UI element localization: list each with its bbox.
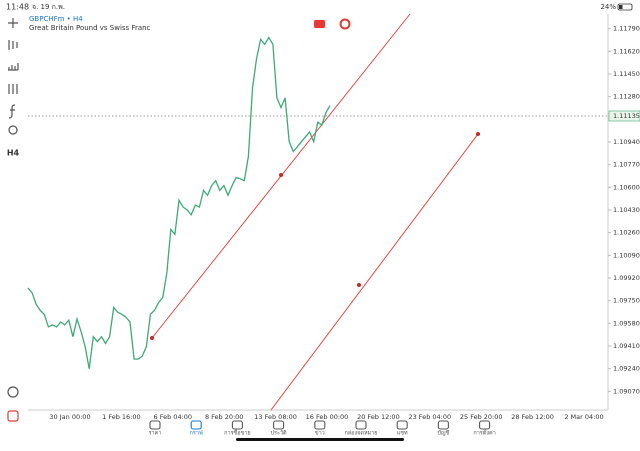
- objects-tool[interactable]: [8, 84, 18, 94]
- x-tick-label: 2 Mar 04:00: [564, 413, 603, 421]
- nav-icon[interactable]: [190, 420, 202, 430]
- nav-label[interactable]: ประวัติ: [271, 430, 287, 437]
- trade-tool[interactable]: [7, 410, 19, 422]
- y-tick-label: 1.09580: [613, 319, 640, 327]
- x-tick-label: 23 Feb 04:00: [408, 413, 451, 421]
- nav-label[interactable]: กล่องจดหมาย: [344, 431, 377, 437]
- x-tick-label: 30 Jan 00:00: [49, 413, 90, 421]
- price-label-box: [608, 110, 640, 122]
- nav-icon[interactable]: [314, 420, 326, 430]
- y-tick-label: 1.09920: [613, 274, 640, 282]
- nav-label[interactable]: การซื้อขาย: [224, 429, 250, 437]
- left-toolbar: [7, 18, 19, 422]
- y-tick-label: 1.10600: [613, 183, 640, 191]
- y-tick-label: 1.11790: [613, 25, 640, 33]
- trend-handle[interactable]: [357, 283, 361, 287]
- battery-level: [619, 5, 623, 9]
- nav-label[interactable]: กราฟ: [190, 430, 203, 437]
- nav-label[interactable]: ราคา: [149, 431, 162, 437]
- x-tick-label: 1 Feb 16:00: [102, 413, 141, 421]
- timeframe-button[interactable]: H4: [7, 149, 20, 158]
- y-tick-label: 1.10260: [613, 229, 640, 237]
- y-tick-label: 1.10940: [613, 138, 640, 146]
- flag-chf[interactable]: [339, 18, 351, 30]
- nav-label[interactable]: ข่าว: [315, 431, 325, 437]
- x-tick-label: 8 Feb 20:00: [205, 413, 244, 421]
- trend-handle[interactable]: [476, 132, 480, 136]
- nav-icon[interactable]: [479, 420, 491, 430]
- nav-label[interactable]: แชท: [397, 430, 408, 437]
- templates-tool[interactable]: [8, 125, 18, 135]
- nav-icon[interactable]: [231, 420, 243, 430]
- nav-icon[interactable]: [396, 420, 408, 430]
- y-tick-label: 1.10770: [613, 161, 640, 169]
- price-line-series: [27, 36, 331, 369]
- y-tick-label: 1.09240: [613, 365, 640, 373]
- trend-handle[interactable]: [279, 173, 283, 177]
- x-tick-label: 20 Feb 12:00: [357, 413, 400, 421]
- zoom-tool[interactable]: [7, 386, 19, 398]
- y-tick-label: 1.11280: [613, 93, 640, 101]
- status-battery: 24%: [600, 3, 616, 11]
- y-tick-label: 1.11620: [613, 47, 640, 55]
- nav-icon[interactable]: [273, 420, 285, 430]
- y-tick-label: 1.10090: [613, 251, 640, 259]
- nav-icon[interactable]: [149, 420, 161, 430]
- x-tick-label: 25 Feb 20:00: [460, 413, 503, 421]
- crosshair-tool[interactable]: [8, 18, 18, 28]
- nav-icon[interactable]: [355, 420, 367, 430]
- battery-icon: [617, 3, 633, 11]
- price-label: 1.11135: [613, 112, 640, 120]
- x-tick-label: 13 Feb 08:00: [254, 413, 297, 421]
- nav-label[interactable]: บัญชี: [437, 430, 449, 437]
- trend-handles: [150, 132, 480, 340]
- y-tick-label: 1.09750: [613, 297, 640, 305]
- y-tick-label: 1.10430: [613, 206, 640, 214]
- chart-type-tool[interactable]: [8, 40, 18, 50]
- indicators-tool[interactable]: [8, 63, 19, 71]
- x-tick-label: 16 Feb 00:00: [306, 413, 349, 421]
- nav-label[interactable]: การตั้งค่า: [473, 429, 495, 437]
- trend-handle[interactable]: [150, 336, 154, 340]
- symbol-description: Great Britain Pound vs Swiss Franc: [29, 24, 151, 32]
- trend-line[interactable]: [270, 133, 479, 411]
- flag-gbp[interactable]: [314, 20, 325, 28]
- x-tick-label: 6 Feb 04:00: [154, 413, 193, 421]
- functions-tool[interactable]: [8, 104, 16, 119]
- status-time: 11:48: [6, 3, 29, 12]
- y-tick-label: 1.09410: [613, 342, 640, 350]
- home-indicator: [236, 438, 404, 441]
- nav-icon[interactable]: [437, 420, 449, 430]
- y-tick-label: 1.11450: [613, 70, 640, 78]
- x-tick-label: 28 Feb 12:00: [511, 413, 554, 421]
- y-tick-label: 1.09070: [613, 387, 640, 395]
- status-date: จ. 19 ก.พ.: [32, 3, 65, 11]
- symbol: GBPCHFm • H4: [29, 15, 83, 23]
